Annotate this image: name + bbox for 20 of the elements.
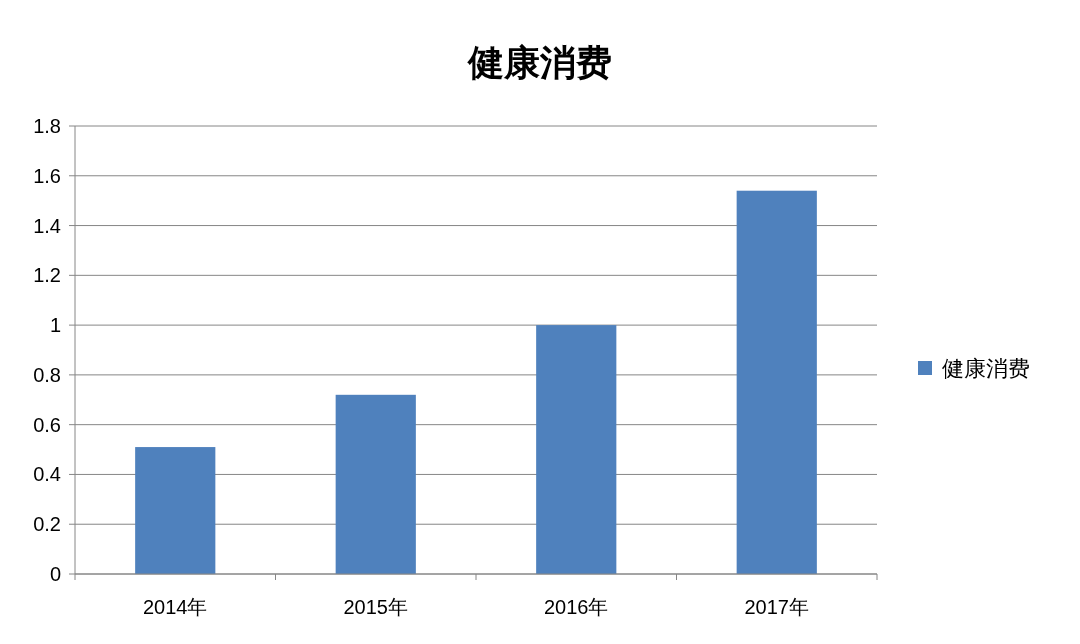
y-tick-label: 1.4 [33, 214, 61, 237]
y-tick-label: 1.2 [33, 264, 61, 287]
y-tick-label: 0.4 [33, 463, 61, 486]
bar [536, 325, 617, 574]
y-tick-label: 0.8 [33, 363, 61, 386]
x-tick-label: 2017年 [744, 596, 809, 618]
y-tick-label: 1 [49, 314, 61, 337]
y-tick-label: 0.6 [33, 413, 61, 436]
legend-label: 健康消费 [942, 356, 1030, 381]
bar [736, 190, 817, 574]
chart-title: 健康消费 [467, 42, 612, 83]
bar [135, 447, 216, 574]
x-tick-label: 2016年 [544, 596, 609, 618]
y-tick-label: 0.2 [33, 513, 61, 536]
x-tick-label: 2014年 [143, 596, 208, 618]
x-tick-label: 2015年 [343, 596, 408, 618]
bar [335, 394, 416, 574]
y-tick-label: 0 [49, 563, 61, 585]
y-tick-label: 1.6 [33, 164, 61, 187]
y-tick-label: 1.8 [33, 115, 61, 137]
